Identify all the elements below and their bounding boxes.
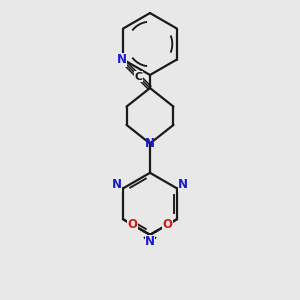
Text: C: C xyxy=(135,72,143,82)
Text: N: N xyxy=(145,137,155,150)
Text: N: N xyxy=(117,53,127,66)
Text: N: N xyxy=(178,178,188,191)
Text: O: O xyxy=(162,218,172,231)
Text: O: O xyxy=(128,218,138,231)
Text: N: N xyxy=(112,178,122,191)
Text: N: N xyxy=(145,236,155,248)
